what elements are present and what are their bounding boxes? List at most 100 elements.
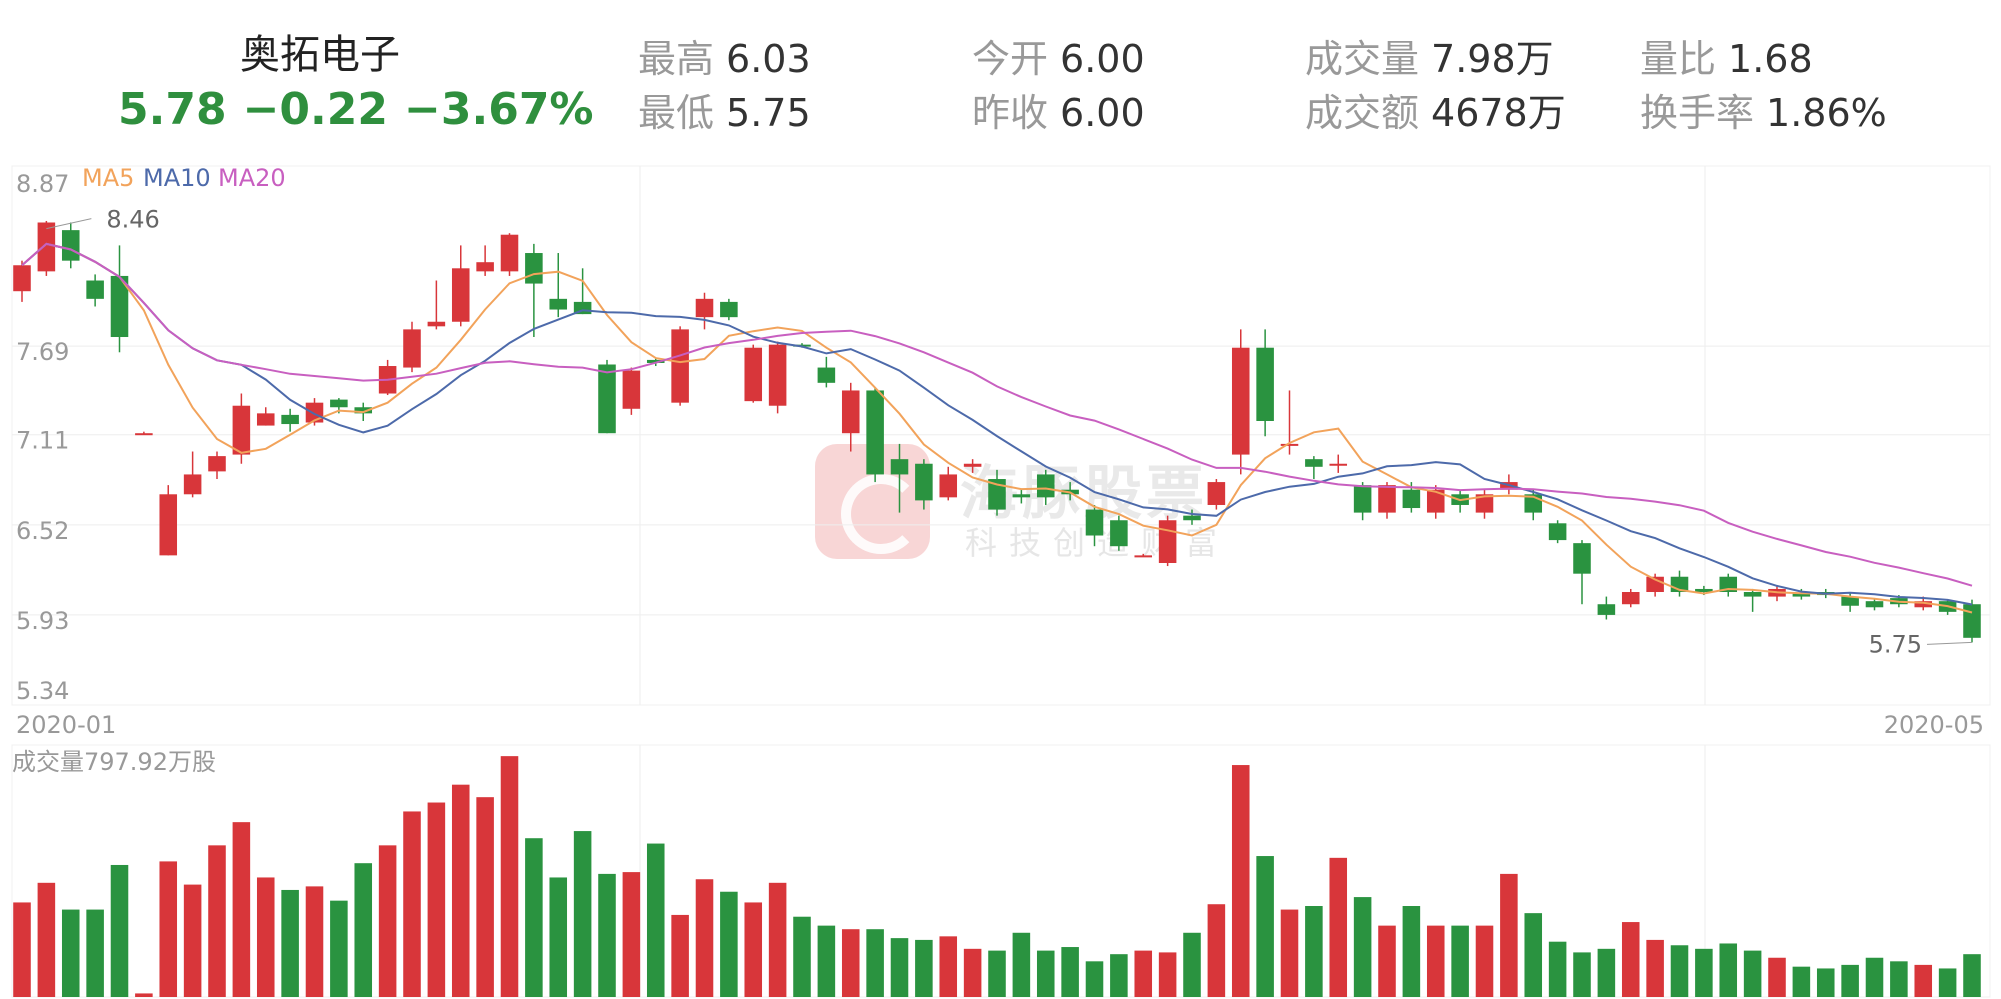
volume-bar: [37, 882, 56, 997]
volume-bar: [1597, 948, 1616, 997]
volume-bar: [1183, 932, 1201, 997]
last-price: 5.78: [118, 84, 227, 135]
volume-bar: [1158, 952, 1177, 997]
volume-bar: [110, 864, 129, 997]
volume-bar: [1402, 906, 1421, 997]
candle-body: [61, 230, 80, 261]
candle-body: [208, 456, 226, 472]
stat-value: 6.00: [1060, 91, 1145, 135]
stat-value: 6.03: [726, 37, 811, 81]
volume-bar: [1061, 947, 1079, 997]
volume-bar: [573, 831, 592, 997]
candle-body: [135, 433, 153, 436]
stat-label: 成交额: [1305, 91, 1420, 135]
volume-bar: [793, 916, 811, 997]
candle-body: [1085, 509, 1104, 536]
candle-body: [890, 459, 909, 475]
x-tick-label: 2020-05: [1884, 711, 1984, 739]
volume-bar: [1963, 954, 1981, 997]
candle-body: [500, 234, 519, 272]
price-change: −0.22: [242, 84, 388, 135]
volume-bar: [1938, 968, 1957, 997]
y-tick-label: 5.93: [16, 607, 69, 635]
max-price-leader: [46, 218, 92, 230]
candle-body: [1573, 543, 1591, 574]
volume-bar: [598, 873, 616, 997]
volume-bar: [1621, 922, 1640, 997]
candle-body: [549, 298, 568, 310]
candle-body: [1012, 494, 1031, 498]
volume-bar: [13, 902, 31, 997]
volume-bar: [768, 882, 787, 997]
stat-value: 7.98万: [1431, 37, 1554, 81]
volume-bar: [427, 802, 446, 997]
stat-value: 1.86%: [1766, 91, 1887, 135]
volume-bar: [525, 838, 543, 997]
volume-bar: [1231, 765, 1250, 997]
legend-ma10: MA10: [143, 164, 211, 192]
volume-bar: [1792, 966, 1811, 997]
volume-bar: [1500, 873, 1518, 997]
candle-body: [1329, 463, 1348, 466]
volume-bar: [1280, 909, 1299, 997]
candle-body: [744, 347, 763, 402]
candle-body: [1256, 347, 1274, 421]
volume-bar: [281, 889, 299, 997]
candle-body: [646, 359, 665, 363]
volume-bar: [1475, 925, 1494, 997]
stat-label: 今开: [972, 37, 1049, 81]
candle-body: [1158, 520, 1177, 563]
y-tick-label: 7.11: [16, 427, 69, 455]
candle-body: [671, 329, 689, 403]
volume-bar: [403, 811, 421, 997]
volume-bar: [330, 900, 348, 997]
volume-bar: [500, 756, 519, 997]
candle-body: [13, 265, 31, 292]
stock-name: 奥拓电子: [240, 32, 400, 78]
candle-body: [720, 301, 738, 318]
legend-ma5: MA5: [82, 164, 134, 192]
volume-bar: [1670, 945, 1689, 997]
x-tick-label: 2020-01: [16, 711, 116, 739]
volume-bar: [939, 936, 958, 997]
candle-body: [330, 399, 348, 408]
volume-bar: [1451, 925, 1469, 997]
volume-bar: [256, 877, 275, 997]
stat-label: 最低: [638, 91, 715, 135]
candle-body: [354, 407, 373, 414]
ma5-line: [21, 242, 1973, 614]
volume-bar: [476, 797, 494, 997]
volume-bar: [1743, 950, 1762, 997]
volume-bar: [1865, 957, 1884, 997]
ma10-line: [21, 242, 1973, 606]
stat-turnover-amount: 成交额 4678万: [1305, 82, 1566, 137]
candle-body: [1305, 459, 1323, 467]
candle-body: [598, 364, 616, 434]
volume-bar: [1036, 950, 1055, 997]
volume-bar: [1426, 925, 1445, 997]
min-price-leader: [1926, 641, 1973, 645]
volume-bar: [305, 886, 324, 997]
volume-bar: [1890, 961, 1908, 997]
volume-bar: [1110, 954, 1128, 997]
volume-bar: [1768, 957, 1786, 997]
candle-body: [1378, 485, 1396, 513]
volume-bar: [695, 879, 714, 997]
volume-bar: [1353, 897, 1372, 997]
candle-body: [988, 479, 1006, 510]
candle-body: [1402, 489, 1421, 509]
candle-body: [1134, 555, 1153, 558]
volume-bar: [744, 902, 763, 997]
candle-body: [841, 390, 860, 434]
candle-body: [768, 344, 787, 406]
volume-title: 成交量797.92万股: [12, 748, 216, 776]
volume-bar: [1207, 904, 1226, 997]
volume-bar: [1256, 856, 1274, 997]
ma20-line: [21, 242, 1973, 587]
candle-body: [866, 390, 884, 475]
candle-body: [1183, 515, 1201, 521]
max-price-label: 8.46: [106, 206, 159, 234]
volume-bar: [1841, 964, 1859, 997]
volume-bar: [915, 939, 933, 997]
volume-bar: [1524, 913, 1543, 997]
